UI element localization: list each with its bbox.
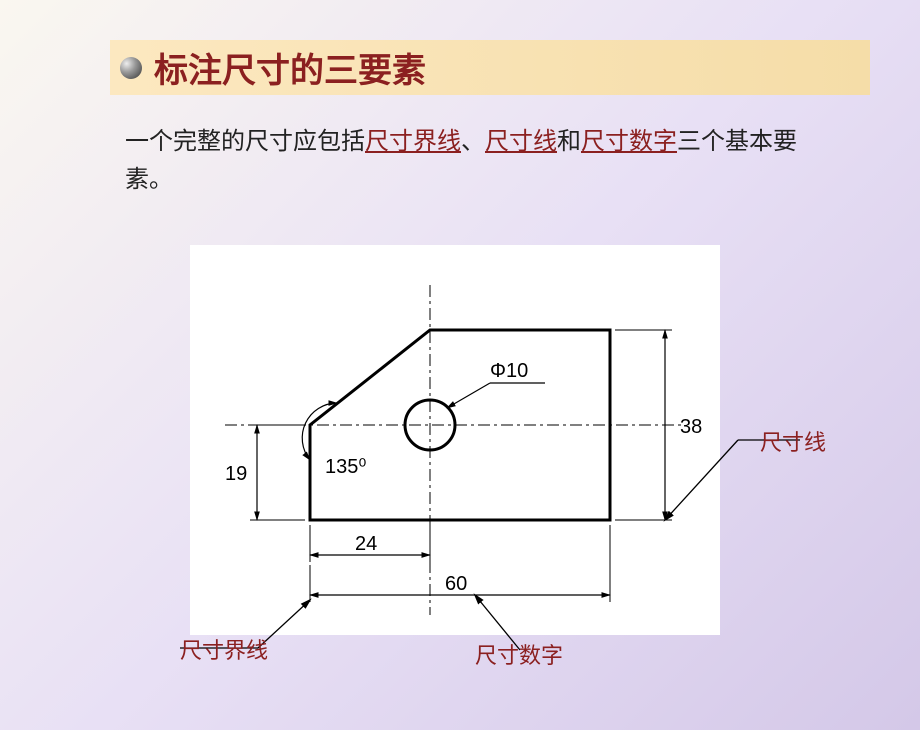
- title-bar: 标注尺寸的三要素: [110, 40, 870, 95]
- annotation-dim-number: 尺寸数字: [475, 638, 563, 670]
- sep2: 和: [557, 128, 581, 155]
- dim-19: 19: [225, 463, 247, 485]
- dim-60: 60: [445, 573, 467, 595]
- body-prefix: 一个完整的尺寸应包括: [125, 128, 365, 155]
- annotation-dim-line: 尺寸线: [760, 425, 826, 457]
- link-dimension-line[interactable]: 尺寸线: [485, 128, 557, 155]
- link-dimension-number[interactable]: 尺寸数字: [581, 128, 677, 155]
- body-paragraph: 一个完整的尺寸应包括尺寸界线、尺寸线和尺寸数字三个基本要素。: [125, 123, 825, 200]
- diameter-value: Φ10: [490, 360, 528, 382]
- dim-24: 24: [355, 533, 377, 555]
- annotation-ext-line: 尺寸界线: [180, 633, 268, 665]
- bullet-icon: [120, 57, 142, 79]
- sep1: 、: [461, 128, 485, 155]
- dim-38: 38: [680, 416, 702, 438]
- page-title: 标注尺寸的三要素: [154, 43, 426, 92]
- diagram-container: 135⁰ Φ10 19 38 24 60: [190, 245, 720, 635]
- angle-arc: [302, 403, 337, 460]
- diameter-leader: [447, 383, 490, 408]
- angle-value: 135⁰: [325, 456, 366, 478]
- link-extension-line[interactable]: 尺寸界线: [365, 128, 461, 155]
- engineering-drawing: 135⁰ Φ10 19 38 24 60: [190, 245, 720, 635]
